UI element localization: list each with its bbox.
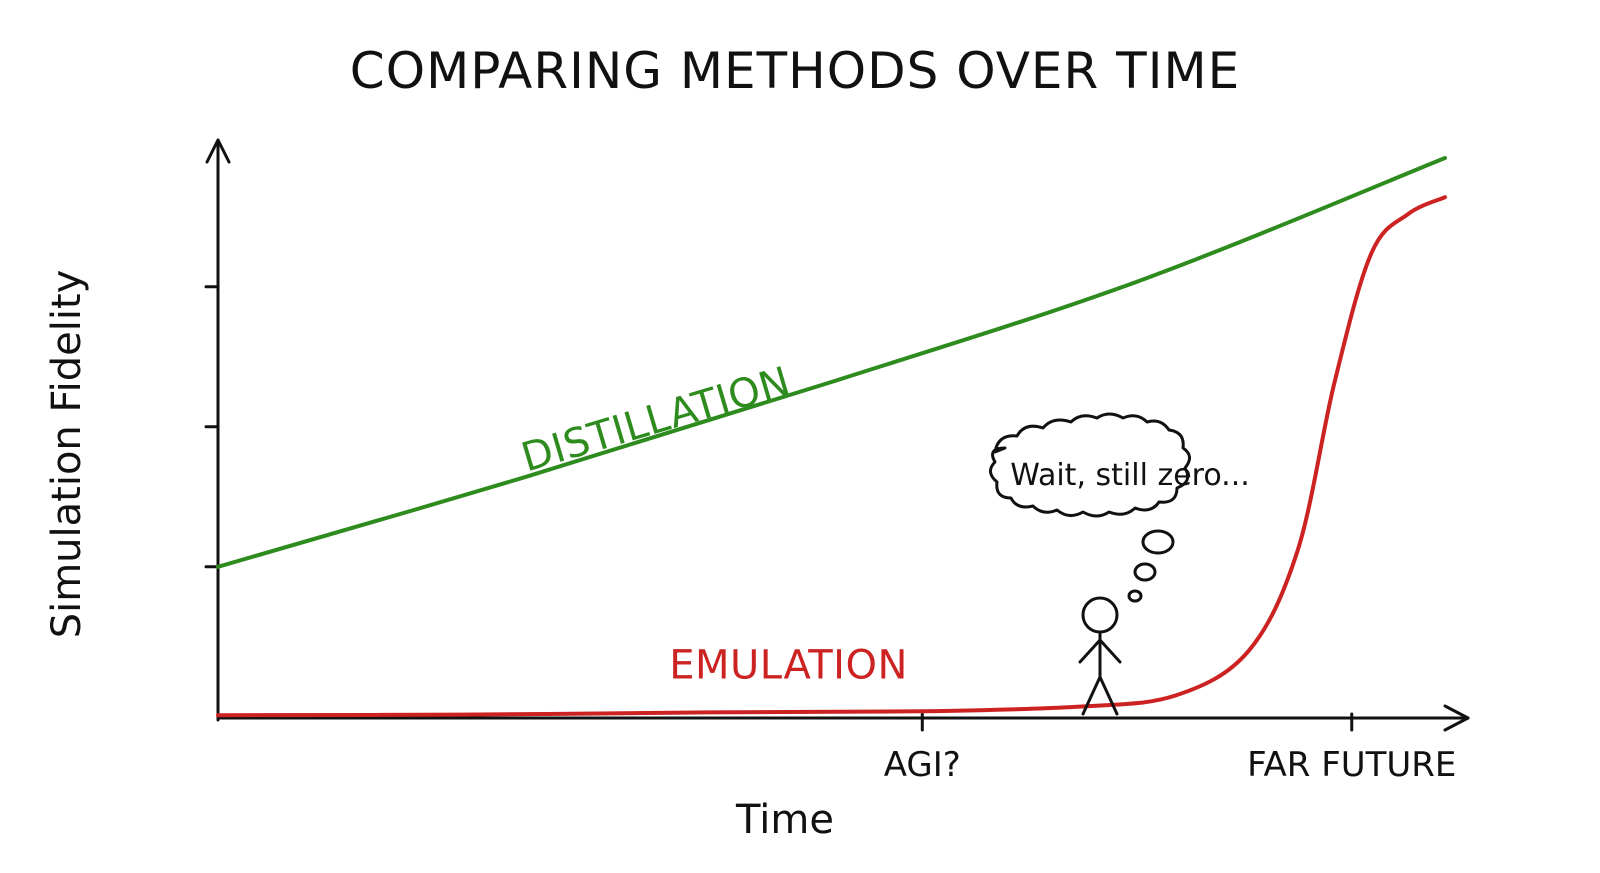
stick-figure-arms xyxy=(1078,638,1122,664)
x-tick-label-1: AGI? xyxy=(884,745,961,785)
series-label-distillation: DISTILLATION xyxy=(516,358,795,481)
y-axis-label: Simulation Fidelity xyxy=(44,270,90,639)
stick-figure xyxy=(1078,596,1122,716)
x-axis-arrowhead xyxy=(1443,704,1470,732)
thought-dot-small xyxy=(1127,589,1143,603)
x-ticks: AGI? FAR FUTURE xyxy=(884,712,1456,785)
series-line-emulation xyxy=(216,195,1447,718)
thought-bubble-cloud xyxy=(989,412,1191,518)
thought-bubble: Wait, still zero... xyxy=(989,412,1250,603)
x-tick-label-2: FAR FUTURE xyxy=(1247,745,1456,785)
thought-dot-large xyxy=(1141,529,1175,555)
stick-figure-legs xyxy=(1081,675,1119,716)
y-axis-arrowhead xyxy=(205,138,231,164)
stick-figure-head xyxy=(1081,596,1119,634)
thought-bubble-text: Wait, still zero... xyxy=(1010,458,1250,493)
x-axis-label: Time xyxy=(735,797,834,843)
chart-title: COMPARING METHODS OVER TIME xyxy=(350,42,1240,100)
y-ticks xyxy=(204,285,220,569)
series-label-emulation: EMULATION xyxy=(669,642,908,688)
series-line-distillation xyxy=(216,156,1447,569)
series-layer: DISTILLATION EMULATION xyxy=(216,156,1447,718)
thought-dot-medium xyxy=(1133,562,1157,582)
